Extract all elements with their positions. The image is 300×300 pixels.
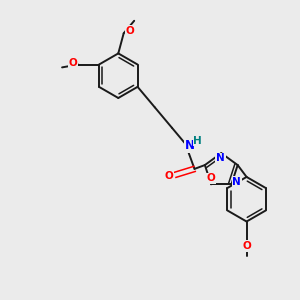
Text: O: O <box>207 173 215 183</box>
Text: N: N <box>232 177 241 187</box>
Text: H: H <box>194 136 202 146</box>
Text: N: N <box>216 154 225 164</box>
Text: O: O <box>165 171 174 181</box>
Text: O: O <box>68 58 77 68</box>
Text: N: N <box>185 139 195 152</box>
Text: O: O <box>242 241 251 251</box>
Text: O: O <box>126 26 135 36</box>
